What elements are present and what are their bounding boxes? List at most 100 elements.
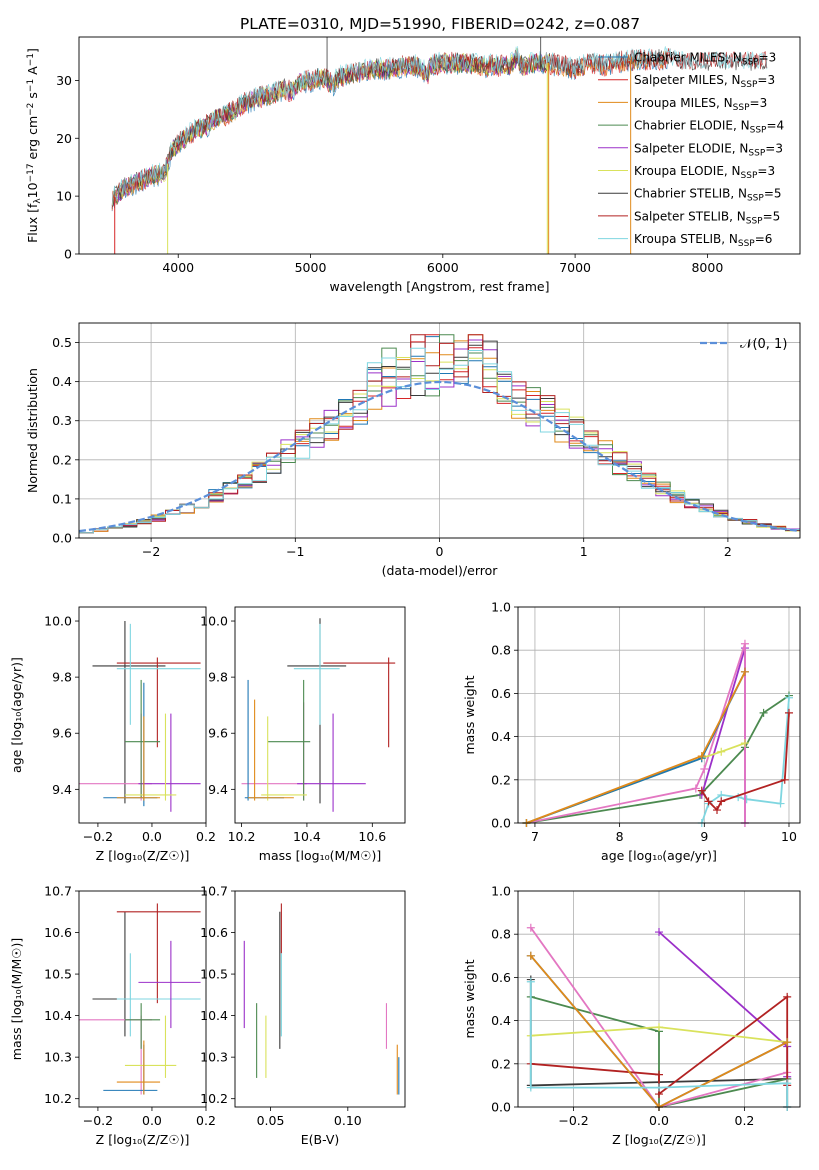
y-tick-label: 10.0 [200, 614, 228, 629]
axes-mass-vs-ebv: 0.05 0.10 10.2 10.3 10.4 10.5 10.6 10.7 E(B-V) [200, 884, 406, 1147]
y-tick-label: 0.3 [52, 413, 72, 428]
y-tick-label: 10.2 [200, 1091, 228, 1106]
y-tick-label: 9.6 [208, 726, 228, 741]
y-tick-label: 9.8 [52, 670, 72, 685]
axes-mass-vs-Z: −0.2 0.0 0.2 10.2 10.3 10.4 10.5 10.6 10.7 Z [log… [9, 884, 216, 1148]
histogram-step [79, 347, 800, 534]
legend-entry: Chabrier STELIB, NSSP=5 [634, 187, 782, 204]
weight-marker [526, 923, 535, 932]
legend-text-part: Chabrier MILES, N [634, 51, 742, 65]
y-tick-label: 10.4 [44, 1008, 72, 1023]
legend-entry: Chabrier ELODIE, NSSP=4 [634, 119, 784, 136]
x-tick-label: 10.6 [358, 829, 386, 844]
weight-line [526, 694, 790, 824]
x-tick-label: 4000 [162, 260, 194, 275]
x-tick-label: 7 [531, 829, 539, 844]
axes-residuals: −2 −1 0 1 2 0.0 0.1 0.2 0.3 0.4 0.5 (data-model)/er… [25, 322, 801, 578]
axes-frame [78, 36, 801, 255]
weight-marker [740, 639, 749, 648]
y-axis-label: mass [log₁₀(M/M☉)] [9, 938, 24, 1060]
legend-text-part: SSP [733, 103, 750, 113]
x-tick-label: 0.2 [735, 1113, 755, 1128]
y-tick-label: 10.0 [44, 614, 72, 629]
x-axis-label: (data-model)/error [382, 563, 499, 578]
x-tick-label: 0.10 [334, 1113, 362, 1128]
x-tick-label: 7000 [559, 260, 591, 275]
x-tick-label: 0.0 [142, 829, 162, 844]
weight-marker [740, 667, 749, 676]
weight-marker [526, 977, 535, 986]
legend-entry: Salpeter MILES, NSSP=3 [634, 73, 775, 90]
x-tick-label: −1 [286, 544, 304, 559]
legend-text-part: =3 [759, 51, 777, 65]
y-axis-label: mass weight [462, 675, 477, 754]
legend-text-part: Chabrier ELODIE, N [634, 119, 750, 133]
y-tick-label: 9.8 [208, 670, 228, 685]
y-tick-label: 10.5 [200, 967, 228, 982]
legend-text-part: =3 [757, 73, 775, 87]
x-tick-label: 1 [580, 544, 588, 559]
x-tick-label: 2 [724, 544, 732, 559]
legend-text-part: =5 [764, 187, 782, 201]
legend-text-part: =3 [757, 164, 775, 178]
weight-marker [776, 799, 785, 808]
y-axis-label: Normed distribution [25, 368, 40, 493]
y-tick-label: 10.5 [44, 967, 72, 982]
y-tick-label: 1.0 [491, 600, 511, 615]
x-tick-label: −0.2 [83, 829, 113, 844]
axes-frame [78, 606, 207, 824]
y-tick-label: 0.4 [491, 729, 511, 744]
weight-marker [691, 784, 700, 793]
y-tick-label: 0.1 [52, 491, 72, 506]
y-tick-label: 10.2 [44, 1091, 72, 1106]
y-label-part: ] [25, 48, 40, 53]
legend-entry: Salpeter ELODIE, NSSP=3 [634, 141, 783, 158]
y-tick-label: 0.0 [491, 1100, 511, 1115]
y-tick-label: 0.0 [491, 816, 511, 831]
x-tick-label: 0 [436, 544, 444, 559]
legend-text-part: SSP [747, 194, 764, 204]
y-label-part: −17 [26, 163, 36, 182]
legend-text-part: =6 [755, 232, 773, 246]
weight-marker [655, 1083, 663, 1092]
legend-text-part: SSP [750, 126, 767, 136]
x-tick-label: 5000 [295, 260, 327, 275]
x-tick-label: 10.4 [293, 829, 321, 844]
legend-text-part: =5 [763, 209, 781, 223]
y-tick-label: 10 [56, 189, 72, 204]
y-label-part: λ [33, 198, 43, 204]
x-tick-label: 0.0 [649, 1113, 669, 1128]
legend-text-part: Chabrier STELIB, N [634, 187, 747, 201]
legend-text-part: Salpeter MILES, N [634, 73, 741, 87]
y-tick-label: 20 [56, 131, 72, 146]
legend-text-part: Kroupa MILES, N [634, 96, 733, 110]
axes-spectrum: 4000 5000 6000 7000 8000 0 10 20 30 wavelength [A… [25, 36, 801, 294]
data-layer [241, 618, 396, 812]
y-tick-label: 0.8 [491, 927, 511, 942]
x-axis-label: age [log₁₀(age/yr)] [601, 848, 717, 863]
weight-line [526, 643, 746, 824]
y-label-part: A [25, 66, 40, 79]
weight-marker [655, 1023, 663, 1032]
x-tick-label: 8 [616, 829, 624, 844]
weight-marker [655, 1070, 663, 1079]
legend-entry: Chabrier MILES, NSSP=3 [634, 51, 776, 68]
y-axis-label: age [log₁₀(age/yr)] [9, 657, 24, 773]
y-tick-label: 9.4 [52, 782, 72, 797]
y-tick-label: 1.0 [491, 884, 511, 899]
data-layer [79, 621, 201, 812]
axes-weight-vs-age: 7 8 9 10 0.0 0.2 0.4 0.6 0.8 1.0 age [log₁₀(age/yr… [462, 600, 801, 863]
legend-text-part: =3 [765, 141, 783, 155]
x-tick-label: −2 [142, 544, 160, 559]
weight-marker [759, 708, 768, 717]
legend-entry: Salpeter STELIB, NSSP=5 [634, 209, 780, 226]
legend-text-part: SSP [746, 216, 763, 226]
axes-frame [517, 606, 801, 824]
page-title: PLATE=0310, MJD=51990, FIBERID=0242, z=0… [240, 15, 640, 33]
weight-line [530, 995, 788, 1109]
legend-text-part: SSP [738, 239, 755, 249]
y-label-part: −1 [26, 53, 36, 66]
y-tick-label: 10.3 [200, 1050, 228, 1065]
